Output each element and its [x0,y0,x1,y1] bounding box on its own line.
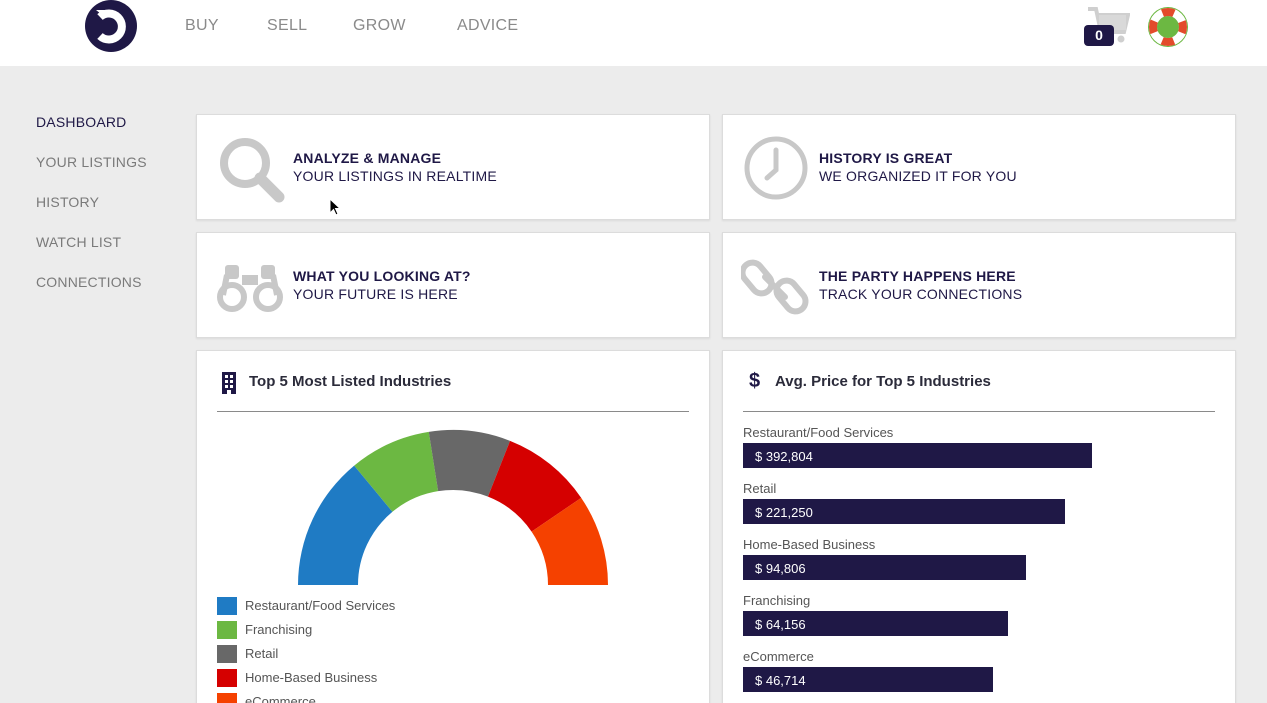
bar-value: $ 221,250 [755,505,813,520]
top-bar: BUY SELL GROW ADVICE 0 [0,0,1267,66]
sidebar-item-dashboard[interactable]: DASHBOARD [36,114,127,130]
bar-value: $ 64,156 [755,617,806,632]
binoculars-icon [217,265,283,312]
cart-count-badge[interactable]: 0 [1084,25,1114,46]
industries-panel-title: Top 5 Most Listed Industries [249,373,452,390]
sidebar-item-your-listings[interactable]: YOUR LISTINGS [36,154,147,170]
industries-half-donut-chart [298,430,608,585]
bar-label: Franchising [743,593,811,608]
legend-label: Retail [245,646,279,661]
bar-value: $ 94,806 [755,561,806,576]
bar-label: Retail [743,481,777,496]
legend-label: eCommerce [245,694,316,703]
legend-label: Restaurant/Food Services [245,598,396,613]
bar-retail: $ 221,250 [743,499,1065,524]
bar-label: Restaurant/Food Services [743,425,894,440]
bar-value: $ 392,804 [755,449,813,464]
feature-card-watch[interactable]: WHAT YOU LOOKING AT? YOUR FUTURE IS HERE [196,232,710,338]
legend-swatch [217,621,237,639]
feature-card-connections[interactable]: THE PARTY HAPPENS HERE TRACK YOUR CONNEC… [722,232,1236,338]
feature-subtitle: TRACK YOUR CONNECTIONS [819,286,1023,302]
building-icon [222,372,236,394]
legend-swatch [217,693,237,703]
bar-ecommerce: $ 46,714 [743,667,993,692]
clock-icon [744,136,808,200]
feature-title: WHAT YOU LOOKING AT? [293,268,471,284]
nav-advice[interactable]: ADVICE [457,17,519,34]
feature-title: HISTORY IS GREAT [819,150,953,166]
feature-subtitle: YOUR LISTINGS IN REALTIME [293,168,497,184]
price-panel: $ Avg. Price for Top 5 Industries Restau… [722,350,1236,703]
donut-slice-home-based-business [487,440,582,532]
feature-subtitle: YOUR FUTURE IS HERE [293,286,458,302]
bar-home-based: $ 94,806 [743,555,1026,580]
link-icon [741,259,809,315]
feature-title: THE PARTY HAPPENS HERE [819,268,1016,284]
mouse-cursor-icon [329,198,341,216]
sidebar-item-watch-list[interactable]: WATCH LIST [36,234,122,250]
price-panel-title: Avg. Price for Top 5 Industries [775,373,991,390]
feature-subtitle: WE ORGANIZED IT FOR YOU [819,168,1017,184]
legend-swatch [217,669,237,687]
dollar-icon: $ [749,370,761,392]
donut-slice-ecommerce [531,497,608,585]
nav-sell[interactable]: SELL [267,17,308,34]
industries-panel: Top 5 Most Listed Industries Restaurant/… [196,350,710,703]
donut-slice-restaurant-food-services [298,465,393,585]
bar-restaurant: $ 392,804 [743,443,1092,468]
brand-logo-icon[interactable] [84,0,138,52]
bar-value: $ 46,714 [755,673,806,688]
feature-card-history[interactable]: HISTORY IS GREAT WE ORGANIZED IT FOR YOU [722,114,1236,220]
legend-label: Home-Based Business [245,670,378,685]
legend-label: Franchising [245,622,313,637]
legend-swatch [217,645,237,663]
panel-divider [743,411,1215,412]
nav-grow[interactable]: GROW [353,17,406,34]
bar-franchising: $ 64,156 [743,611,1008,636]
legend-swatch [217,597,237,615]
donut-slice-retail [428,430,511,497]
panel-divider [217,411,689,412]
search-icon [220,138,285,203]
feature-card-analyze[interactable]: ANALYZE & MANAGE YOUR LISTINGS IN REALTI… [196,114,710,220]
lifebuoy-icon[interactable] [1147,6,1189,48]
feature-title: ANALYZE & MANAGE [293,150,442,166]
nav-buy[interactable]: BUY [185,17,219,34]
bar-label: Home-Based Business [743,537,876,552]
donut-slice-franchising [354,431,439,512]
bar-label: eCommerce [743,649,814,664]
sidebar-item-history[interactable]: HISTORY [36,194,100,210]
sidebar-item-connections[interactable]: CONNECTIONS [36,274,142,290]
